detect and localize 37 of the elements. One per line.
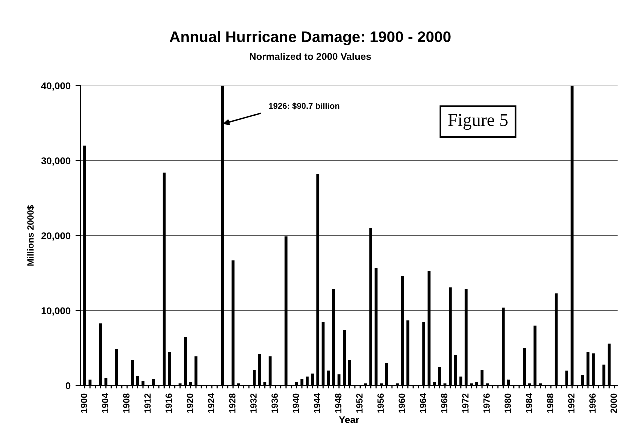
x-tick-label: 1988	[547, 394, 554, 413]
x-tick-label: 1944	[314, 394, 320, 413]
chart-title: Annual Hurricane Damage: 1900 - 2000	[170, 31, 451, 46]
annotation: 1926: $90.7 billion	[269, 102, 340, 110]
x-tick-label: 1968	[441, 394, 448, 413]
y-axis-title: Millions 2000$	[27, 205, 35, 266]
x-tick-label: 1984	[526, 394, 532, 413]
x-tick-label: 1996	[590, 394, 596, 413]
y-tick-label: 40,000	[41, 82, 71, 91]
x-tick-label: 1976	[484, 394, 490, 413]
x-tick-label: 2000	[610, 394, 618, 414]
x-tick-label: 1924	[208, 394, 215, 413]
x-tick-label: 1980	[504, 394, 512, 413]
x-tick-label: 1916	[166, 394, 172, 413]
x-tick-label: 1900	[81, 394, 88, 413]
x-tick-label: 1992	[568, 394, 575, 413]
y-tick-label: 0	[66, 382, 71, 390]
x-tick-label: 1964	[420, 394, 426, 413]
x-tick-label: 1932	[250, 394, 257, 413]
annotation: Figure 5	[448, 114, 508, 130]
x-tick-label: 1960	[398, 394, 406, 413]
y-tick-label: 30,000	[42, 158, 71, 166]
x-tick-label: 1936	[272, 394, 278, 413]
x-tick-label: 1940	[292, 394, 300, 413]
x-tick-label: 1948	[335, 394, 342, 413]
x-tick-label: 1920	[186, 394, 194, 413]
y-tick-label: 20,000	[42, 232, 71, 241]
x-tick-label: 1908	[123, 394, 130, 413]
chart-subtitle: Normalized to 2000 Values	[250, 53, 372, 60]
x-tick-label: 1912	[144, 394, 151, 413]
x-axis-title: Year	[339, 416, 360, 424]
x-tick-label: 1928	[229, 394, 236, 413]
x-tick-label: 1952	[356, 394, 363, 413]
x-tick-label: 1956	[378, 394, 384, 413]
y-tick-label: 10,000	[42, 308, 71, 316]
x-tick-label: 1904	[102, 394, 109, 413]
x-tick-label: 1972	[462, 394, 469, 413]
